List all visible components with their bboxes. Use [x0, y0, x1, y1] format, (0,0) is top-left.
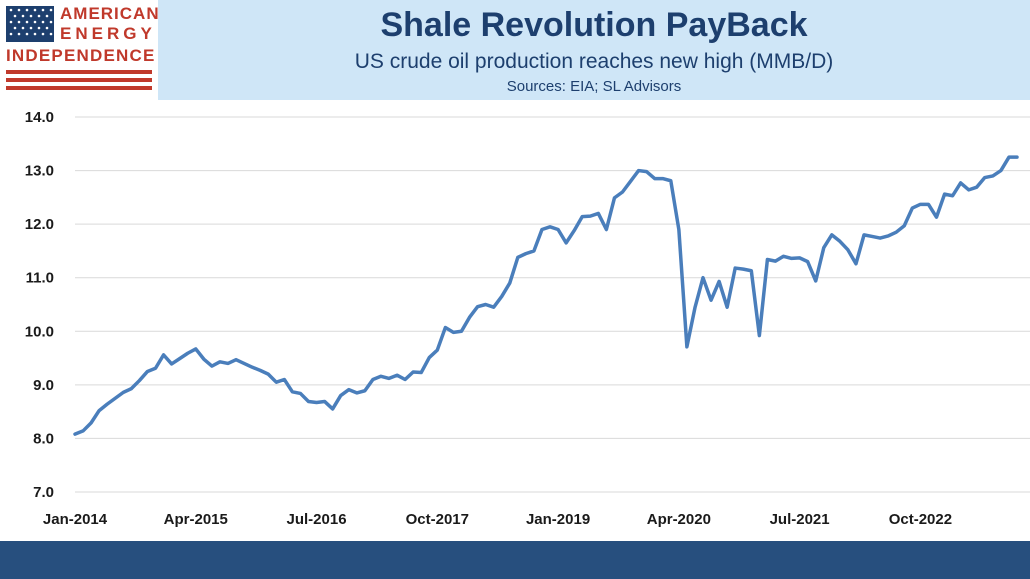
y-tick-label: 8.0 [33, 430, 54, 447]
american-energy-independence-logo: AMERICAN ENERGY INDEPENDENCE [0, 0, 160, 100]
x-tick-label: Oct-2022 [889, 511, 952, 528]
logo-text-american: AMERICAN [60, 4, 160, 23]
logo-text-energy: ENERGY [60, 24, 156, 43]
x-tick-label: Jan-2019 [526, 511, 590, 528]
y-tick-label: 14.0 [25, 109, 54, 126]
logo-stripe [6, 70, 152, 74]
series-line-crude-production [73, 155, 1019, 436]
y-tick-label: 7.0 [33, 484, 54, 501]
logo-stripe [6, 78, 152, 82]
x-tick-label: Jul-2016 [287, 511, 347, 528]
chart-sources: Sources: EIA; SL Advisors [506, 78, 682, 95]
x-tick-label: Jul-2021 [770, 511, 830, 528]
y-tick-label: 10.0 [25, 323, 54, 340]
chart-subtitle: US crude oil production reaches new high… [354, 50, 834, 73]
header-banner [158, 0, 1030, 100]
x-tick-label: Apr-2020 [647, 511, 711, 528]
y-tick-label: 11.0 [26, 270, 54, 287]
logo-stripe [6, 86, 152, 90]
us-flag-icon [6, 6, 54, 42]
chart-title: Shale Revolution PayBack [380, 6, 808, 44]
footer-bar [0, 541, 1030, 579]
y-tick-label: 12.0 [25, 216, 54, 233]
x-tick-label: Oct-2017 [406, 511, 469, 528]
x-tick-label: Jan-2014 [43, 511, 108, 528]
logo-text-independence: INDEPENDENCE [6, 46, 156, 65]
x-tick-label: Apr-2015 [164, 511, 228, 528]
y-tick-label: 9.0 [33, 377, 54, 394]
y-tick-label: 13.0 [25, 163, 54, 180]
line-chart: 7.0 8.0 9.0 10.0 11.0 12.0 13.0 14.0 Jan-2014 Apr… [25, 109, 1030, 528]
